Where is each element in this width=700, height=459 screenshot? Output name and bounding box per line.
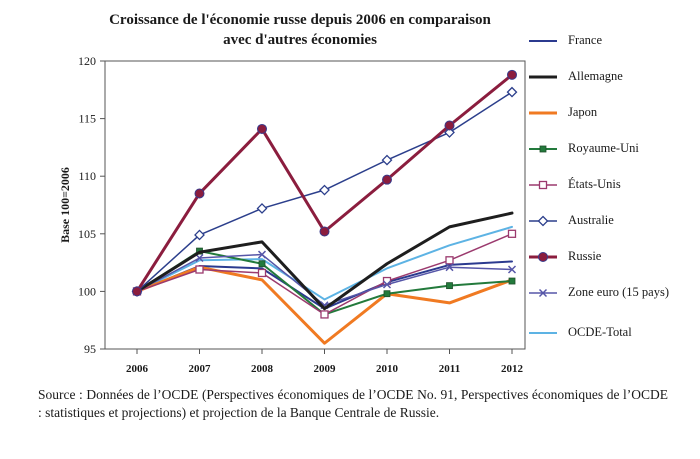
data-point-royaume-uni: [258, 260, 266, 268]
data-point-etats-unis: [257, 268, 267, 278]
legend-swatch: [529, 288, 557, 298]
legend-swatch: [529, 252, 557, 262]
series-line-ocde-total: [136, 225, 513, 301]
series-line-russie: [135, 73, 514, 293]
legend-swatch: [529, 75, 557, 79]
x-tick-label: 2011: [439, 363, 460, 375]
y-tick-label: 100: [78, 284, 96, 298]
data-point-russie: [194, 188, 205, 199]
legend-label: Allemagne: [568, 69, 623, 83]
series-line-allemagne: [135, 211, 514, 311]
y-tick-label: 115: [78, 112, 96, 126]
data-point-russie: [319, 226, 330, 237]
legend-label: France: [568, 33, 603, 47]
x-tick-label: 2006: [126, 363, 149, 375]
series-russie: [132, 69, 517, 297]
legend-label: Japon: [568, 105, 598, 119]
data-point-royaume-uni: [383, 290, 391, 298]
y-tick-label: 95: [84, 342, 96, 356]
x-tick-label: 2007: [189, 363, 212, 375]
legend-marker: [538, 288, 548, 298]
legend-label: Royaume-Uni: [568, 141, 639, 155]
legend-swatch: [529, 215, 557, 227]
legend-item-zone-euro-15-pays: Zone euro (15 pays): [527, 285, 697, 325]
legend-marker: [539, 145, 547, 153]
chart-title: Croissance de l'économie russe depuis 20…: [109, 12, 491, 48]
data-point-australie: [444, 127, 455, 138]
legend-swatch: [529, 111, 557, 115]
plot-frame: [104, 60, 526, 350]
y-tick-label: 105: [78, 227, 96, 241]
data-point-royaume-uni: [446, 282, 453, 290]
y-tick-label: 110: [78, 169, 96, 183]
source-note: Source : Données de l’OCDE (Perspectives…: [38, 387, 668, 420]
y-axis-label: Base 100=2006: [58, 167, 72, 243]
chart-legend: France Allemagne Japon Royaume-Uni États-Uni…: [527, 33, 697, 361]
data-point-royaume-uni: [508, 277, 516, 285]
data-point-australie: [506, 86, 518, 98]
legend-item-etats-unis: États-Unis: [527, 177, 697, 213]
legend-item-russie: Russie: [527, 249, 697, 285]
series-etats-unis: [132, 229, 517, 319]
legend-item-france: France: [527, 33, 697, 69]
legend-marker: [537, 215, 549, 227]
data-point-russie: [257, 123, 267, 134]
legend-swatch: [529, 40, 557, 42]
legend-label: Zone euro (15 pays): [568, 285, 670, 299]
legend-item-allemagne: Allemagne: [527, 69, 697, 105]
chart-plot: 95 100 105 110 115 120 2006 2007 2008 2009 2010 201…: [58, 54, 526, 375]
series-zone-euro-15-pays: [132, 250, 517, 310]
x-tick-label: 2012: [501, 363, 524, 375]
data-point-zone-euro-15-pays: [257, 250, 267, 259]
legend-swatch: [529, 180, 557, 190]
legend-item-ocde-total: OCDE-Total: [527, 325, 697, 361]
legend-marker: [538, 252, 548, 262]
legend-swatch: [529, 332, 557, 334]
legend-marker: [538, 180, 548, 190]
series-allemagne: [135, 211, 514, 311]
data-point-zone-euro-15-pays: [507, 265, 517, 274]
data-point-etats-unis: [445, 256, 454, 265]
data-point-etats-unis: [507, 229, 517, 238]
series-line-etats-unis: [136, 233, 513, 316]
data-point-russie: [507, 69, 517, 80]
legend-label: Australie: [568, 213, 614, 227]
series-line-zone-euro-15-pays: [136, 253, 513, 306]
legend-label: États-Unis: [568, 177, 621, 191]
data-point-australie: [381, 154, 393, 166]
data-point-etats-unis: [195, 265, 204, 274]
y-tick-label: 120: [78, 54, 96, 68]
x-tick-label: 2008: [251, 363, 274, 375]
x-tick-label: 2009: [314, 363, 337, 375]
legend-swatch: [529, 145, 557, 153]
legend-item-royaume-uni: Royaume-Uni: [527, 141, 697, 177]
data-point-zone-euro-15-pays: [382, 280, 392, 289]
legend-item-japon: Japon: [527, 105, 697, 141]
x-tick-label: 2010: [376, 363, 399, 375]
series-ocde-total: [136, 225, 513, 301]
data-point-russie: [444, 120, 455, 131]
data-point-australie: [194, 229, 205, 241]
data-point-russie: [382, 174, 392, 185]
data-point-australie: [256, 203, 268, 214]
data-point-zone-euro-15-pays: [195, 253, 204, 263]
data-point-zone-euro-15-pays: [445, 263, 454, 272]
legend-label: OCDE-Total: [568, 325, 632, 339]
data-point-australie: [319, 184, 330, 196]
legend-label: Russie: [568, 249, 602, 263]
legend-item-australie: Australie: [527, 213, 697, 249]
data-point-russie: [132, 286, 142, 297]
data-point-etats-unis: [320, 310, 329, 319]
